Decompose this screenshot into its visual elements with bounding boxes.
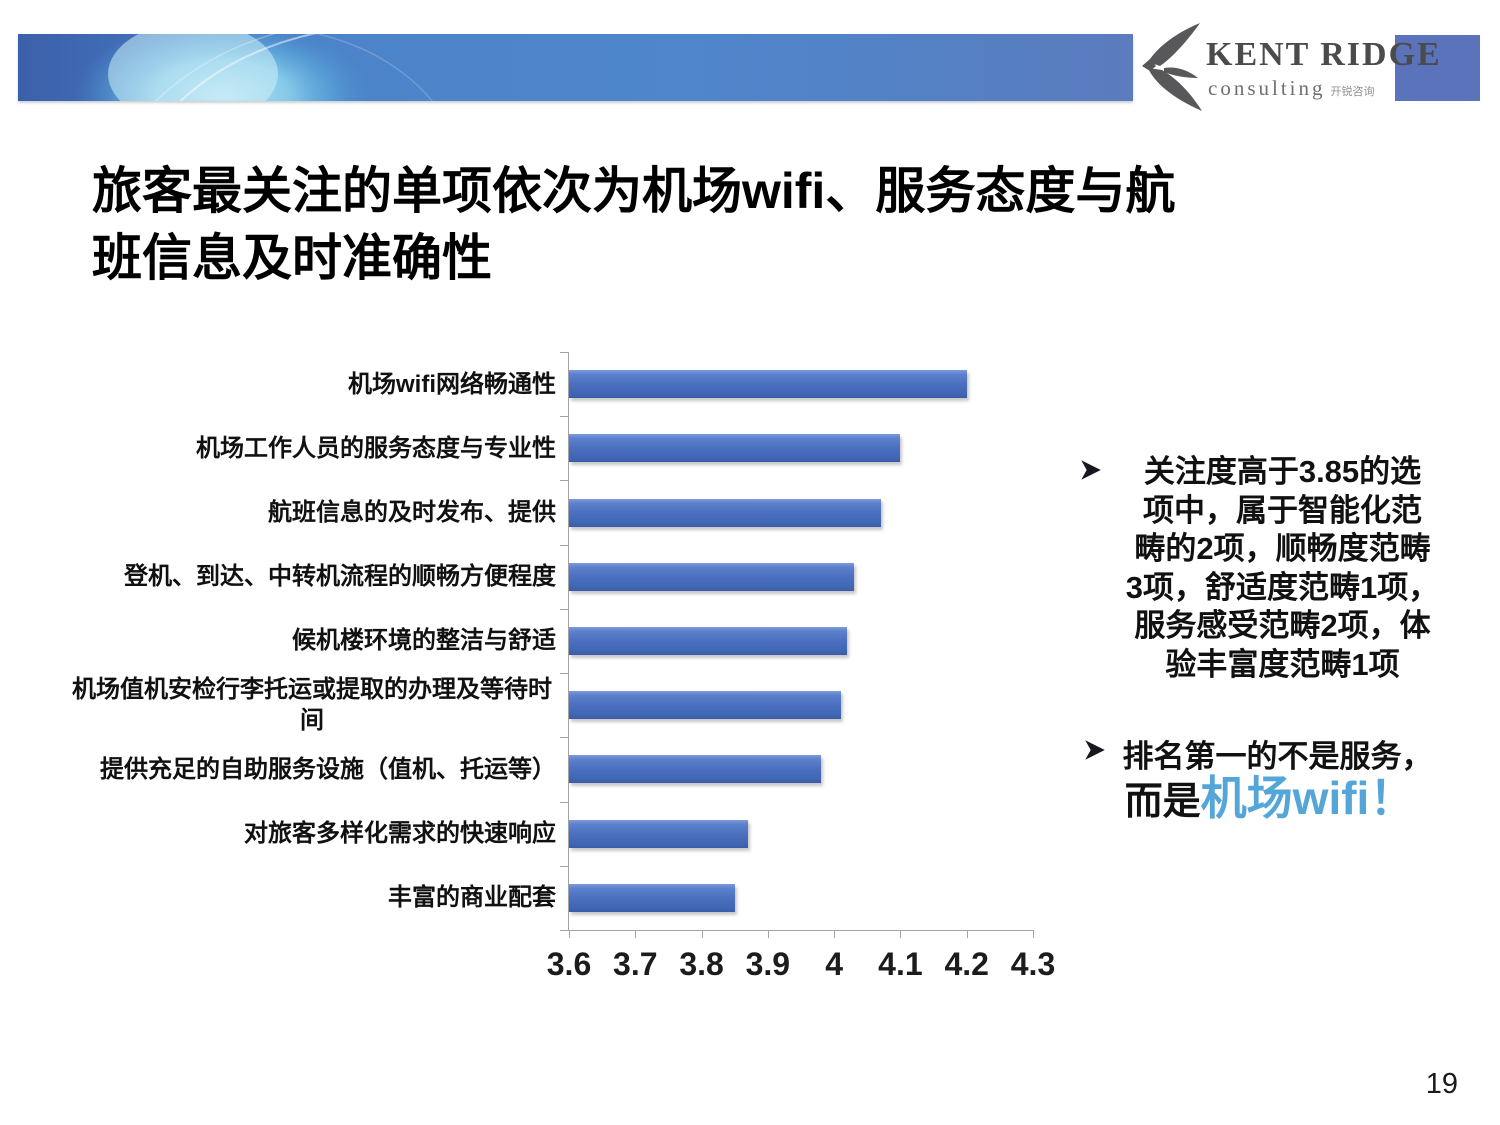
category-label: 机场值机安检行李托运或提取的办理及等待时间 xyxy=(72,676,552,735)
x-axis-tick-label: 4.3 xyxy=(1010,946,1056,982)
insight-bullet-1-line: 关注度高于3.85的选 xyxy=(1143,454,1422,489)
x-axis-tick xyxy=(701,930,703,938)
logo-subtitle-row: consulting 开锐咨询 xyxy=(1208,76,1375,101)
category-label: 机场wifi网络畅通性 xyxy=(348,370,556,398)
x-axis-tick xyxy=(834,930,836,938)
category-label-row: 机场wifi网络畅通性 xyxy=(60,352,556,416)
x-axis-tick xyxy=(767,930,769,938)
banner-swirl-graphic xyxy=(73,34,434,101)
category-label: 候机楼环境的整洁与舒适 xyxy=(292,627,556,655)
insight-bullet-2-line1: 排名第一的不是服务， xyxy=(1122,739,1433,774)
insight-bullet-1: 关注度高于3.85的选 项中，属于智能化范 畴的2项，顺畅度范畴 3项，舒适度范畴1项… xyxy=(1090,453,1475,684)
y-axis-tick xyxy=(560,930,568,931)
bar xyxy=(569,562,855,591)
y-axis-tick xyxy=(560,416,568,418)
slide-title-line2: 班信息及时准确性 xyxy=(92,230,492,286)
corner-decoration xyxy=(1395,35,1480,101)
category-label: 机场工作人员的服务态度与专业性 xyxy=(196,434,556,462)
x-axis-tick-label: 3.9 xyxy=(745,946,791,982)
category-label-row: 航班信息的及时发布、提供 xyxy=(60,480,556,544)
x-axis-tick xyxy=(900,930,902,938)
category-label-row: 提供充足的自助服务设施（值机、托运等） xyxy=(60,737,556,801)
x-axis-tick xyxy=(1033,930,1034,938)
bullet2-prefix: 而是 xyxy=(1124,781,1201,823)
kent-ridge-logo: KENT RIDGE consulting 开锐咨询 xyxy=(1138,18,1440,114)
x-axis-tick-label: 4.1 xyxy=(878,946,923,982)
x-axis-line xyxy=(568,930,1033,931)
x-axis-tick xyxy=(966,930,968,938)
bullet2-highlight-wifi: 机场wifi！ xyxy=(1200,772,1416,824)
bar xyxy=(569,498,881,527)
category-label: 对旅客多样化需求的快速响应 xyxy=(244,820,556,848)
x-axis-tick-label: 4 xyxy=(825,946,844,982)
logo-swoosh-icon xyxy=(1142,23,1202,111)
y-axis-tick xyxy=(560,737,568,739)
x-axis-tick xyxy=(569,930,570,938)
y-axis-tick xyxy=(560,673,568,675)
arrow-bullet-icon xyxy=(1081,460,1101,480)
insight-bullet-1-line: 畴的2项，顺畅度范畴 xyxy=(1134,531,1431,566)
category-label-row: 登机、到达、中转机流程的顺畅方便程度 xyxy=(60,545,556,609)
category-label-row: 机场工作人员的服务态度与专业性 xyxy=(60,416,556,480)
insight-bullet-1-line: 3项，舒适度范畴1项， xyxy=(1125,569,1440,605)
category-label: 航班信息的及时发布、提供 xyxy=(268,498,556,526)
y-axis-tick xyxy=(560,480,568,482)
category-label: 提供充足的自助服务设施（值机、托运等） xyxy=(100,755,556,783)
x-axis-tick-label: 3.8 xyxy=(679,946,724,982)
header-banner xyxy=(18,34,1133,101)
insight-bullet-1-line: 验丰富度范畴1项 xyxy=(1165,646,1400,682)
category-label: 登机、到达、中转机流程的顺畅方便程度 xyxy=(124,563,556,591)
category-label-row: 丰富的商业配套 xyxy=(60,866,556,930)
category-label-row: 候机楼环境的整洁与舒适 xyxy=(60,609,556,673)
insight-bullet-2-line2: 而是机场wifi！ xyxy=(1060,762,1480,828)
bar xyxy=(569,819,748,848)
x-axis-tick-label: 3.6 xyxy=(546,946,592,982)
arrow-bullet-icon xyxy=(1085,740,1105,760)
bar xyxy=(569,370,967,399)
x-axis-tick-label: 3.7 xyxy=(613,946,658,982)
y-axis-tick xyxy=(560,544,568,546)
y-axis-line xyxy=(568,352,569,931)
logo-subtitle: consulting xyxy=(1208,76,1326,100)
insight-bullet-1-line: 项中，属于智能化范 xyxy=(1143,492,1422,528)
y-axis-tick xyxy=(560,608,568,610)
logo-subtitle-cn: 开锐咨询 xyxy=(1330,86,1375,98)
x-axis-tick xyxy=(635,930,637,938)
bar xyxy=(569,755,821,784)
bar xyxy=(569,883,735,912)
insight-bullet-1-line: 服务感受范畴2项，体 xyxy=(1134,608,1431,643)
category-label-row: 机场值机安检行李托运或提取的办理及等待时间 xyxy=(60,673,556,737)
slide-title-line1: 旅客最关注的单项依次为机场wifi、服务态度与航 xyxy=(92,163,1176,219)
category-label-row: 对旅客多样化需求的快速响应 xyxy=(60,802,556,866)
y-axis-tick xyxy=(560,801,568,803)
page-number: 19 xyxy=(1425,1068,1458,1100)
category-label: 丰富的商业配套 xyxy=(388,884,556,912)
y-axis-tick xyxy=(560,352,568,353)
bar xyxy=(569,627,848,655)
bar xyxy=(569,434,901,463)
x-axis-tick-label: 4.2 xyxy=(944,946,989,982)
logo-name: KENT RIDGE xyxy=(1206,36,1442,73)
slide-title: 旅客最关注的单项依次为机场wifi、服务态度与航 班信息及时准确性 xyxy=(92,158,1392,292)
y-axis-tick xyxy=(560,865,568,867)
bar xyxy=(569,691,841,720)
